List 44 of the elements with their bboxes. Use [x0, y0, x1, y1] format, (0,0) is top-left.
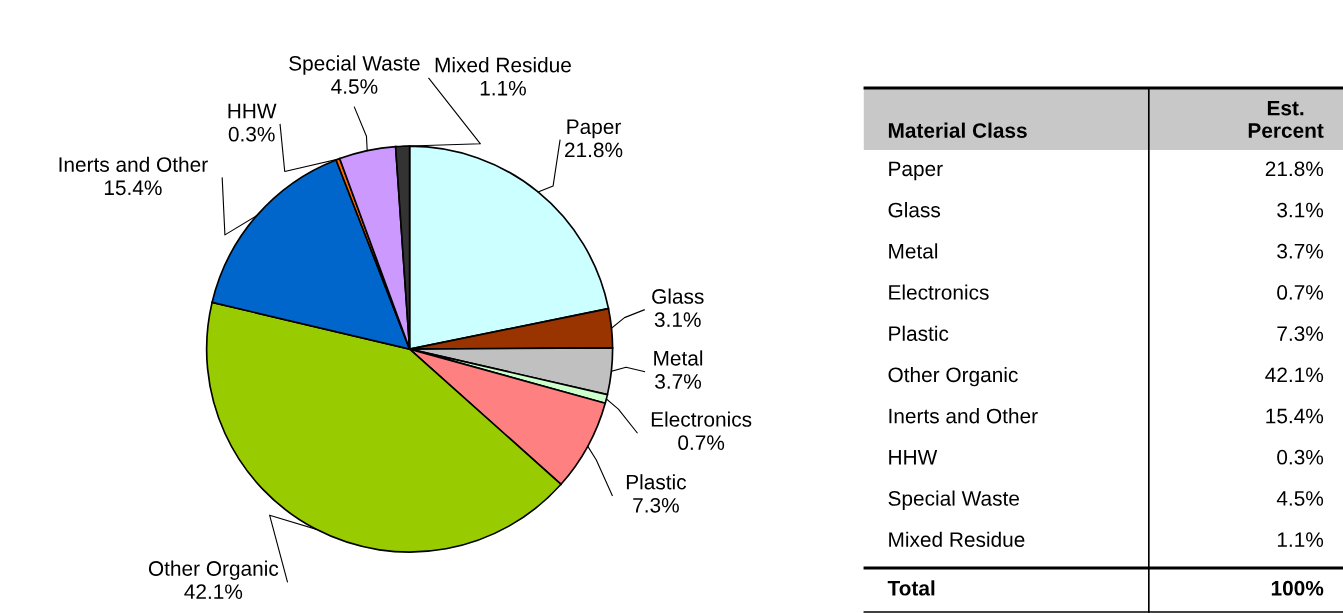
category-label: Paper — [889, 161, 943, 181]
text: 1.1% — [1277, 532, 1324, 547]
text: 0.3% — [1277, 449, 1324, 465]
data-label: 3.1% — [654, 312, 701, 328]
text: 100% — [1271, 580, 1324, 596]
slice-label: Electronics — [651, 411, 752, 427]
category-label: Other Organic — [888, 366, 1018, 387]
text: Est. Percent — [1248, 100, 1324, 138]
text: 15.4% — [1266, 408, 1324, 424]
data-label: 21.8% — [565, 142, 623, 158]
text: 3.1% — [1277, 202, 1324, 218]
text: Material Class — [888, 122, 1027, 138]
text: Total — [887, 580, 935, 596]
data-label: 15.4% — [104, 180, 162, 196]
category-label: Electronics — [889, 284, 989, 300]
slice-label: Special Waste — [289, 55, 420, 75]
category-label: Plastic — [889, 325, 949, 341]
data-label: 3.7% — [655, 374, 702, 389]
slice-label: Mixed Residue — [435, 57, 571, 73]
slice-label: Glass — [652, 288, 704, 304]
data-label: 1.1% — [480, 80, 526, 96]
category-label: Glass — [888, 202, 941, 218]
slice-label: HHW — [228, 103, 277, 119]
category-label: Metal — [889, 243, 938, 259]
text: 0.7% — [1277, 285, 1324, 300]
slice-label: Plastic — [626, 474, 687, 490]
text: 4.5% — [1276, 491, 1324, 506]
slice-label: Inerts and Other — [59, 156, 208, 172]
data-label: 4.5% — [331, 79, 378, 94]
text: 21.8% — [1265, 161, 1324, 177]
slice-label: Other Organic — [148, 560, 279, 580]
text: 7.3% — [1277, 326, 1324, 341]
category-label: Special Waste — [888, 490, 1019, 510]
text: 42.1% — [1265, 367, 1324, 383]
data-label: 0.3% — [228, 126, 275, 142]
data-label: 7.3% — [633, 497, 679, 513]
category-label: Mixed Residue — [889, 531, 1025, 547]
data-label: 0.7% — [678, 435, 725, 451]
slice-label: Paper — [567, 119, 621, 139]
text: 3.7% — [1277, 243, 1324, 259]
slice-label: Metal — [654, 350, 703, 366]
category-label: Inerts and Other — [889, 408, 1038, 424]
category-label: HHW — [889, 450, 938, 465]
data-label: 42.1% — [184, 584, 243, 599]
